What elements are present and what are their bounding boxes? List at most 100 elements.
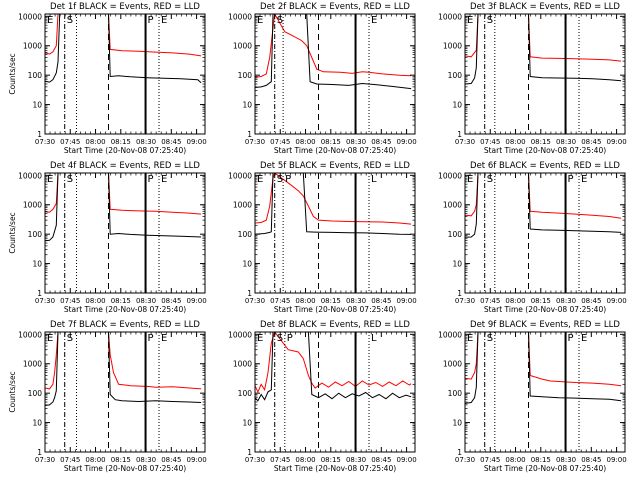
x-tick-label: 07:45 bbox=[270, 138, 290, 146]
x-tick-label: 08:45 bbox=[371, 138, 391, 146]
chart-title: Det 2f BLACK = Events, RED = LLD bbox=[260, 2, 410, 12]
marker-label: E bbox=[47, 174, 53, 185]
marker-label: E bbox=[581, 333, 587, 344]
y-tick-label: 1 bbox=[247, 130, 252, 139]
x-tick-label: 07:30 bbox=[35, 138, 55, 146]
y-tick-label: 10000 bbox=[438, 12, 462, 21]
plot-frame bbox=[44, 331, 206, 453]
x-tick-label: 08:45 bbox=[371, 456, 391, 464]
y-tick-label: 10 bbox=[242, 419, 252, 428]
marker-label: E bbox=[161, 15, 167, 26]
x-tick-label: 08:00 bbox=[505, 297, 525, 305]
y-tick-label: 100 bbox=[448, 389, 463, 398]
x-tick-label: 08:15 bbox=[321, 138, 341, 146]
y-tick-label: 1 bbox=[37, 289, 42, 298]
series-line bbox=[255, 332, 412, 402]
series-line bbox=[465, 332, 622, 387]
x-tick-label: 07:45 bbox=[60, 297, 80, 305]
x-tick-label: 09:00 bbox=[186, 456, 206, 464]
plot-frame bbox=[254, 331, 416, 453]
x-tick-label: 07:30 bbox=[245, 297, 265, 305]
y-tick-label: 1000 bbox=[443, 201, 462, 210]
y-tick-label: 10 bbox=[452, 101, 462, 110]
y-tick-label: 1 bbox=[457, 130, 462, 139]
y-tick-label: 10000 bbox=[228, 330, 252, 339]
marker-label: E bbox=[161, 333, 167, 344]
x-tick-label: 07:30 bbox=[35, 297, 55, 305]
y-tick-label: 1 bbox=[37, 130, 42, 139]
series-line bbox=[255, 332, 412, 394]
y-tick-label: 100 bbox=[448, 71, 463, 80]
x-tick-label: 08:30 bbox=[346, 456, 366, 464]
x-tick-label: 09:00 bbox=[396, 138, 416, 146]
x-tick-label: 08:15 bbox=[321, 456, 341, 464]
y-tick-label: 1 bbox=[457, 448, 462, 457]
series-line bbox=[45, 332, 202, 390]
x-tick-label: 08:45 bbox=[581, 297, 601, 305]
x-axis-label: Start Time (20-Nov-08 07:25:40) bbox=[64, 305, 186, 314]
marker-label: E bbox=[467, 15, 473, 26]
x-tick-label: 09:00 bbox=[606, 456, 626, 464]
marker-label: P bbox=[568, 174, 574, 185]
series-line bbox=[255, 173, 412, 235]
plot-frame bbox=[254, 172, 416, 294]
x-tick-label: 09:00 bbox=[396, 456, 416, 464]
x-tick-label: 07:30 bbox=[35, 456, 55, 464]
x-tick-label: 08:45 bbox=[581, 138, 601, 146]
y-tick-label: 10000 bbox=[18, 330, 42, 339]
y-tick-label: 10000 bbox=[438, 330, 462, 339]
x-tick-label: 07:30 bbox=[455, 456, 475, 464]
y-tick-label: 1000 bbox=[23, 360, 42, 369]
x-tick-label: 08:00 bbox=[505, 456, 525, 464]
chart-title: Det 6f BLACK = Events, RED = LLD bbox=[470, 161, 620, 171]
y-tick-label: 1 bbox=[247, 448, 252, 457]
y-tick-label: 1000 bbox=[233, 360, 252, 369]
y-axis-label: Counts/sec bbox=[8, 53, 17, 94]
series-line bbox=[465, 332, 622, 404]
y-axis-label: Counts/sec bbox=[8, 212, 17, 253]
series-line bbox=[465, 14, 622, 62]
y-tick-label: 10000 bbox=[228, 12, 252, 21]
x-tick-label: 08:00 bbox=[295, 297, 315, 305]
chart-title: Det 9f BLACK = Events, RED = LLD bbox=[470, 320, 620, 330]
y-axis-label: Counts/sec bbox=[8, 371, 17, 412]
series-line bbox=[45, 14, 202, 57]
x-tick-label: 07:30 bbox=[245, 138, 265, 146]
y-tick-label: 10 bbox=[242, 101, 252, 110]
x-axis-label: Start Time (20-Nov-08 07:25:40) bbox=[274, 464, 396, 473]
x-axis-label: Start Time (20-Nov-08 07:25:40) bbox=[64, 146, 186, 155]
x-tick-label: 07:30 bbox=[455, 138, 475, 146]
y-tick-label: 1 bbox=[247, 289, 252, 298]
chart-title: Det 7f BLACK = Events, RED = LLD bbox=[50, 320, 200, 330]
x-tick-label: 09:00 bbox=[606, 138, 626, 146]
x-tick-label: 08:30 bbox=[346, 138, 366, 146]
y-tick-label: 100 bbox=[28, 230, 43, 239]
x-tick-label: 08:30 bbox=[136, 138, 156, 146]
marker-label: E bbox=[257, 174, 263, 185]
marker-label: E bbox=[371, 15, 377, 26]
marker-label: L bbox=[371, 333, 377, 344]
y-tick-label: 1000 bbox=[23, 42, 42, 51]
x-tick-label: 08:00 bbox=[295, 138, 315, 146]
y-tick-label: 10000 bbox=[18, 12, 42, 21]
series-line bbox=[45, 173, 202, 242]
y-tick-label: 1 bbox=[37, 448, 42, 457]
marker-label: S bbox=[487, 15, 493, 26]
series-line bbox=[465, 173, 622, 219]
x-tick-label: 07:45 bbox=[60, 456, 80, 464]
x-tick-label: 07:30 bbox=[245, 456, 265, 464]
y-tick-label: 1000 bbox=[233, 42, 252, 51]
chart-panel: Det 8f BLACK = Events, RED = LLD E S P L 1 10 1… bbox=[228, 320, 417, 473]
chart-panel: Det 4f BLACK = Events, RED = LLD Counts/s… bbox=[8, 161, 207, 314]
series-line bbox=[45, 173, 202, 215]
x-axis-label: Start Time (20-Nov-08 07:25:40) bbox=[274, 305, 396, 314]
series-line bbox=[255, 14, 412, 90]
y-tick-label: 1000 bbox=[443, 360, 462, 369]
x-tick-label: 07:45 bbox=[480, 138, 500, 146]
chart-title: Det 1f BLACK = Events, RED = LLD bbox=[50, 2, 200, 12]
x-tick-label: 08:45 bbox=[161, 456, 181, 464]
x-tick-label: 08:45 bbox=[161, 138, 181, 146]
x-axis-label: Start Time (20-Nov-08 07:25:40) bbox=[64, 464, 186, 473]
x-axis-label: Start Time (20-Nov-08 07:25:40) bbox=[484, 146, 606, 155]
marker-label: P bbox=[285, 174, 291, 185]
